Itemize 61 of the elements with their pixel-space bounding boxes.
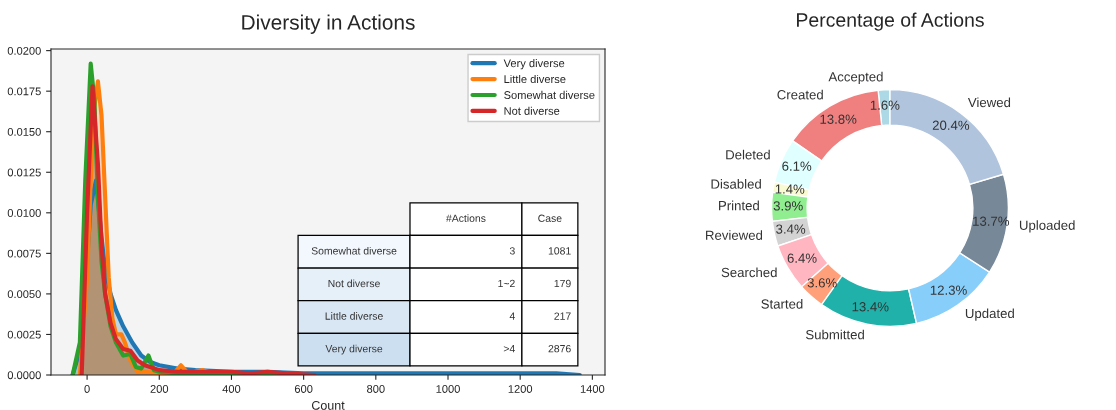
y-tick-label: 0.0100: [7, 209, 41, 217]
x-tick-label: 0: [84, 385, 90, 393]
y-tick-label: 0.0000: [7, 371, 41, 380]
x-axis-title: Count: [311, 400, 345, 410]
legend-label: Little diverse: [504, 74, 566, 84]
data-label: 13.4%: [852, 302, 889, 312]
annotation: #Actions: [446, 214, 486, 222]
x-tick-label: 1200: [508, 385, 533, 393]
slice-label: Submitted: [805, 329, 864, 340]
data-label: 6.1%: [782, 161, 812, 171]
y-tick-label: 0.0025: [7, 330, 41, 339]
annotation: 179: [554, 279, 571, 288]
data-label: 3.6%: [807, 278, 837, 288]
data-label: 6.4%: [787, 253, 817, 263]
y-tick-label: 0.0200: [7, 46, 41, 55]
x-tick-label: 400: [222, 385, 241, 393]
x-tick-label: 1400: [580, 385, 605, 393]
annotation: Case: [538, 214, 562, 222]
data-label: 1.4%: [775, 184, 805, 194]
data-label: 20.4%: [932, 120, 970, 130]
data-label: 1.6%: [870, 100, 900, 110]
slice-label: Deleted: [726, 149, 770, 160]
slice-label: Accepted: [828, 71, 883, 85]
legend-label: Very diverse: [503, 59, 565, 70]
slice-label: Updated: [965, 308, 1014, 321]
slice-label: Uploaded: [1019, 220, 1075, 233]
data-label: 13.8%: [820, 114, 857, 124]
x-tick-label: 600: [294, 385, 313, 393]
x-tick-label: 1000: [436, 385, 460, 393]
y-tick-label: 0.0075: [7, 249, 41, 258]
slice-label: Searched: [721, 267, 777, 278]
annotation: 3: [509, 247, 515, 255]
chart-title: Diversity in Actions: [242, 14, 415, 34]
y-tick-label: 0.0175: [7, 87, 41, 96]
legend-label: Not diverse: [504, 106, 560, 115]
annotation: >4: [503, 345, 515, 353]
annotation: 2876: [548, 344, 571, 353]
y-tick-label: 0.0050: [7, 290, 41, 299]
annotation: 1081: [548, 247, 571, 255]
slice-label: Started: [761, 299, 803, 309]
slice-label: Created: [777, 89, 823, 100]
data-label: 3.9%: [773, 201, 803, 211]
data-label: 3.4%: [776, 224, 806, 234]
slice-label: Disabled: [711, 179, 761, 189]
legend-label: Somewhat diverse: [504, 90, 595, 99]
annotation: 4: [509, 312, 515, 320]
annotation: Not diverse: [328, 279, 380, 288]
annotation: 1~2: [498, 279, 515, 288]
y-tick-label: 0.0125: [7, 168, 41, 177]
x-tick-label: 800: [367, 385, 385, 393]
slice-label: Printed: [719, 200, 759, 211]
annotation: Somewhat diverse: [311, 246, 397, 255]
annotation: Little diverse: [325, 312, 383, 320]
annotation: 217: [554, 312, 571, 320]
chart-title: Percentage of Actions: [797, 12, 984, 31]
x-tick-label: 200: [150, 385, 169, 393]
annotation: Very diverse: [325, 344, 383, 355]
slice-label: Viewed: [967, 97, 1011, 108]
data-label: 12.3%: [930, 285, 967, 295]
slice-label: Reviewed: [706, 230, 763, 240]
y-tick-label: 0.0150: [7, 127, 41, 136]
